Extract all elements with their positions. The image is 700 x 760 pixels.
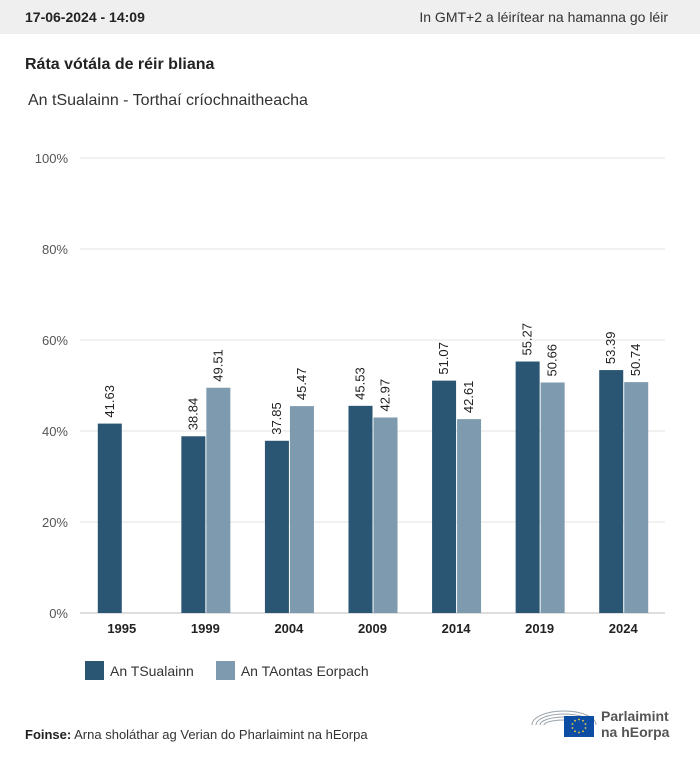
x-tick-label: 1999	[191, 621, 220, 636]
x-tick-label: 2014	[442, 621, 472, 636]
bar-chart: 0% 20% 40% 60% 80% 100% 1995 41.63 1999 38.84 49.5…	[35, 151, 665, 636]
x-tick-label: 1995	[107, 621, 136, 636]
y-tick-label: 20%	[42, 515, 68, 530]
x-tick-label: 2019	[525, 621, 554, 636]
y-tick-label: 80%	[42, 242, 68, 257]
source-note: Foinse: Arna sholáthar ag Verian do Phar…	[25, 727, 368, 742]
data-label: 55.27	[520, 323, 535, 356]
data-label: 45.53	[353, 367, 368, 400]
legend-swatch-national	[85, 661, 104, 680]
legend-item-national[interactable]: An TSualainn	[85, 661, 194, 680]
chart-title: Ráta vótála de réir bliana	[25, 56, 215, 73]
bar-national	[432, 380, 457, 613]
bar-eu	[206, 387, 231, 613]
bar-national	[181, 436, 206, 613]
european-parliament-logo-icon	[531, 710, 597, 737]
data-label: 53.39	[603, 332, 618, 365]
bar-national	[264, 440, 289, 613]
legend: An TSualainn An TAontas Eorpach	[85, 661, 391, 680]
datetime-label: 17-06-2024 - 14:09	[25, 9, 145, 25]
bar-national	[97, 423, 122, 613]
data-label: 38.84	[185, 398, 200, 431]
y-tick-label: 40%	[42, 424, 68, 439]
legend-label-eu: An TAontas Eorpach	[240, 662, 369, 679]
y-tick-label: 60%	[42, 333, 68, 348]
bar-eu	[540, 382, 565, 613]
legend-label-national: An TSualainn	[110, 662, 194, 679]
timezone-note: In GMT+2 a léirítear na hamanna go léir	[419, 9, 668, 25]
logo-line1: Parlaimint	[601, 708, 669, 724]
data-label: 50.66	[545, 344, 560, 377]
bar-eu	[373, 417, 398, 613]
x-tick-label: 2004	[274, 621, 304, 636]
bar-national	[599, 370, 624, 613]
data-label: 37.85	[269, 402, 284, 435]
y-tick-label: 100%	[35, 151, 69, 166]
data-label: 49.51	[210, 349, 225, 382]
bar-national	[515, 361, 540, 613]
data-label: 41.63	[102, 385, 117, 418]
x-tick-label: 2024	[609, 621, 639, 636]
bar-eu	[457, 419, 482, 613]
chart-subtitle: An tSualainn - Torthaí críochnaitheacha	[28, 92, 308, 109]
data-label: 45.47	[294, 368, 309, 401]
bar-national	[348, 405, 373, 613]
x-tick-label: 2009	[358, 621, 387, 636]
logo-line2: na hEorpa	[601, 724, 670, 740]
legend-item-eu[interactable]: An TAontas Eorpach	[215, 661, 369, 680]
source-text: Arna sholáthar ag Verian do Pharlaimint …	[74, 727, 368, 742]
data-label: 42.97	[378, 379, 393, 412]
bar-eu	[624, 382, 649, 613]
y-tick-label: 0%	[49, 606, 68, 621]
data-label: 42.61	[461, 381, 476, 414]
bar-eu	[289, 406, 314, 613]
data-label: 51.07	[436, 342, 451, 375]
top-bar: 17-06-2024 - 14:09 In GMT+2 a léirítear …	[0, 0, 700, 34]
legend-swatch-eu	[215, 661, 235, 680]
logo-text: Parlaimint na hEorpa	[601, 708, 669, 740]
data-label: 50.74	[628, 344, 643, 377]
source-label: Foinse:	[25, 727, 72, 742]
